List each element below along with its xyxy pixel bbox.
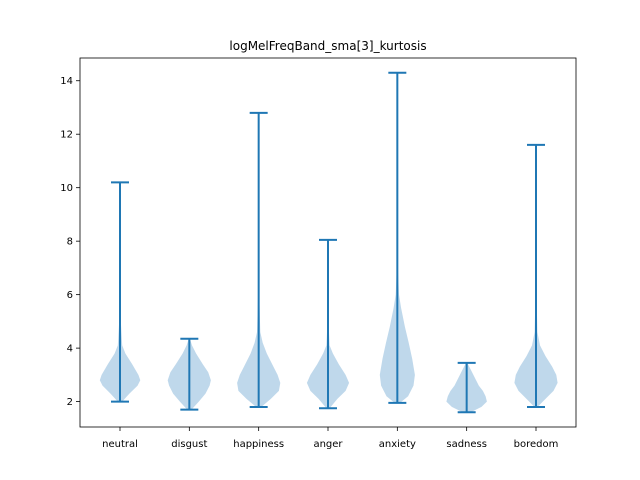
x-axis: neutral disgust happiness anger anxiety sadne… [102,427,558,450]
y-tick-label: 6 [67,290,73,301]
y-tick-label: 2 [67,397,73,408]
plot-frame [79,57,577,428]
x-tick-label-disgust: disgust [171,439,207,450]
y-tick-label: 4 [67,344,73,355]
y-tick-label: 14 [60,76,73,87]
y-tick-label: 8 [67,237,73,248]
violin-group [99,71,558,414]
x-tick-label-anxiety: anxiety [379,439,416,450]
y-tick-label: 10 [60,183,73,194]
x-tick-label-happiness: happiness [233,439,284,450]
chart-title: logMelFreqBand_sma[3]_kurtosis [229,39,426,53]
x-tick-label-neutral: neutral [102,439,138,450]
x-tick-label-boredom: boredom [514,439,559,450]
x-tick-label-sadness: sadness [446,439,487,450]
y-tick-label: 12 [60,130,73,141]
y-axis: 2 4 6 8 10 12 14 [60,76,80,408]
x-tick-label-anger: anger [313,439,343,450]
